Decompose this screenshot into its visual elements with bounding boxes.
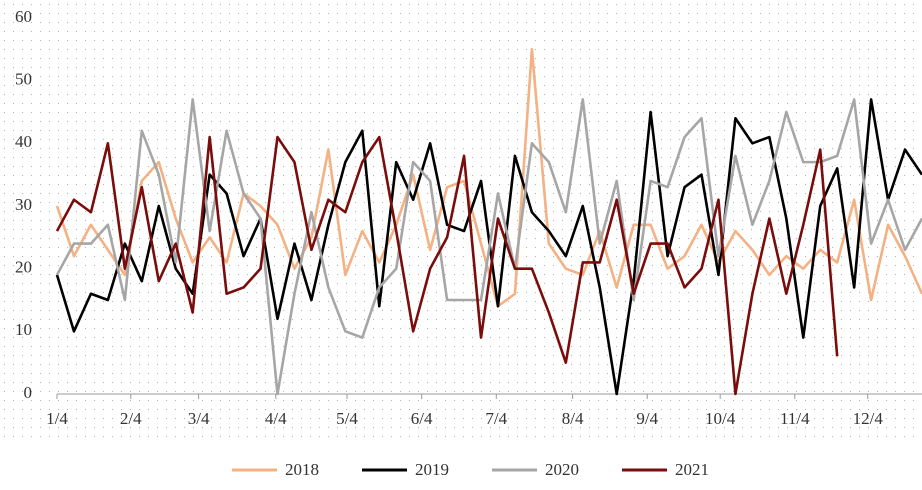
y-tick-label: 0	[24, 383, 33, 402]
legend-label: 2018	[285, 460, 319, 479]
y-tick-label: 10	[15, 320, 32, 339]
legend-label: 2021	[675, 460, 709, 479]
y-tick-label: 40	[15, 132, 32, 151]
x-tick-label: 5/4	[336, 409, 358, 428]
series-line	[55, 98, 922, 396]
y-tick-label: 20	[15, 258, 32, 277]
x-tick-label: 1/4	[46, 409, 68, 428]
x-tick-label: 8/4	[562, 409, 584, 428]
background	[0, 0, 922, 440]
x-tick-label: 7/4	[485, 409, 507, 428]
x-tick-label: 2/4	[120, 409, 142, 428]
x-tick-label: 4/4	[265, 409, 287, 428]
x-tick-label: 10/4	[705, 409, 736, 428]
x-tick-label: 3/4	[188, 409, 210, 428]
x-tick-label: 12/4	[853, 409, 884, 428]
y-tick-label: 60	[15, 7, 32, 26]
legend-label: 2020	[545, 460, 579, 479]
series-line	[55, 135, 839, 396]
x-tick-label: 11/4	[780, 409, 810, 428]
y-tick-label: 30	[15, 195, 32, 214]
x-tick-label: 6/4	[411, 409, 433, 428]
legend-label: 2019	[415, 460, 449, 479]
y-tick-label: 50	[15, 70, 32, 89]
x-tick-label: 9/4	[636, 409, 658, 428]
